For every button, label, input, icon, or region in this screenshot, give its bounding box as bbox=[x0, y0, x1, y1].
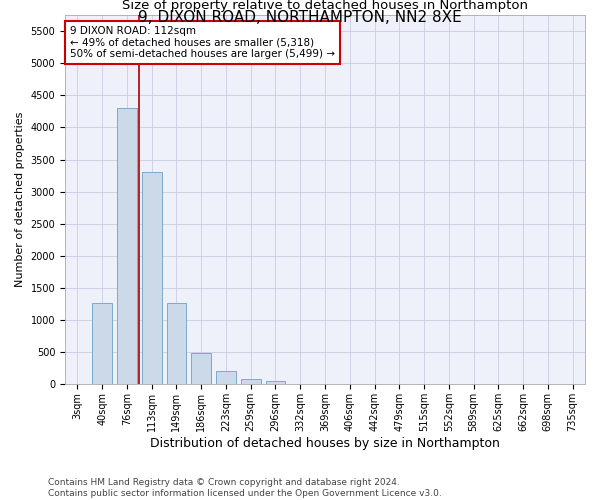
Bar bbox=[191, 354, 211, 384]
X-axis label: Distribution of detached houses by size in Northampton: Distribution of detached houses by size … bbox=[150, 437, 500, 450]
Bar bbox=[142, 172, 161, 384]
Bar bbox=[117, 108, 137, 384]
Text: 9 DIXON ROAD: 112sqm
← 49% of detached houses are smaller (5,318)
50% of semi-de: 9 DIXON ROAD: 112sqm ← 49% of detached h… bbox=[70, 26, 335, 60]
Text: Contains HM Land Registry data © Crown copyright and database right 2024.
Contai: Contains HM Land Registry data © Crown c… bbox=[48, 478, 442, 498]
Bar bbox=[241, 380, 260, 384]
Bar bbox=[266, 381, 286, 384]
Bar bbox=[167, 302, 187, 384]
Title: Size of property relative to detached houses in Northampton: Size of property relative to detached ho… bbox=[122, 0, 528, 12]
Text: 9, DIXON ROAD, NORTHAMPTON, NN2 8XE: 9, DIXON ROAD, NORTHAMPTON, NN2 8XE bbox=[138, 10, 462, 25]
Bar bbox=[216, 371, 236, 384]
Y-axis label: Number of detached properties: Number of detached properties bbox=[15, 112, 25, 288]
Bar bbox=[92, 302, 112, 384]
